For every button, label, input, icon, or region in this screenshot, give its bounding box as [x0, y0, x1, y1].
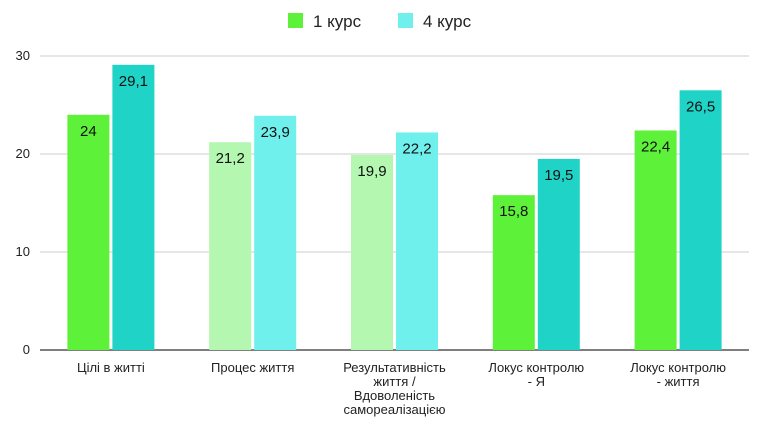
y-axis-ticks: 0 10 20 30	[16, 48, 30, 357]
data-label-series2-cat2: 23,9	[261, 124, 290, 141]
data-label-series2-cat3: 22,2	[402, 140, 431, 157]
y-tick-label-10: 10	[16, 244, 30, 259]
legend: 1 курс 4 курс	[288, 12, 472, 31]
bars	[67, 64, 722, 351]
x-axis-label-cat3-line3: Вдоволеність	[354, 388, 435, 403]
y-tick-label-20: 20	[16, 146, 30, 161]
x-axis-label-cat4-line2: - Я	[528, 374, 545, 389]
x-axis-label-cat2-line1: Процес життя	[211, 360, 294, 375]
data-label-series2-cat1: 29,1	[119, 73, 148, 90]
x-axis-label-cat3-line2: життя /	[373, 374, 416, 389]
x-axis-label-cat5-line1: Локус контролю	[630, 360, 726, 375]
bar-series1-cat3	[351, 154, 393, 350]
data-label-series2-cat5: 26,5	[686, 98, 715, 115]
gridlines	[40, 55, 749, 351]
data-label-series1-cat2: 21,2	[216, 150, 245, 167]
data-label-series2-cat4: 19,5	[544, 167, 573, 184]
bar-series2-cat5	[679, 90, 722, 351]
x-axis-label-cat3-line4: самореалізацією	[344, 402, 446, 417]
legend-swatch-1-kurs	[288, 13, 303, 28]
legend-label-4-kurs: 4 курс	[423, 12, 472, 31]
y-tick-label-30: 30	[16, 48, 30, 63]
x-axis-labels: Цілі в житті Процес життя Результативність…	[77, 360, 726, 417]
data-label-series1-cat3: 19,9	[357, 163, 386, 180]
bar-series2-cat2	[254, 115, 297, 350]
bar-series1-cat5	[634, 130, 677, 350]
x-axis-label-cat5-line2: - життя	[657, 374, 700, 389]
legend-label-1-kurs: 1 курс	[313, 12, 362, 31]
x-axis-label-cat3-line1: Результативність	[343, 360, 446, 375]
bar-series1-cat4	[492, 195, 535, 350]
data-label-series1-cat1: 24	[80, 123, 97, 140]
bar-series2-cat4	[537, 158, 580, 350]
legend-swatch-4-kurs	[398, 13, 413, 28]
data-label-series1-cat4: 15,8	[499, 203, 528, 220]
data-labels: 24 29,1 21,2 23,9 19,9 22,2 15,8 19,5 22,4 26,5	[80, 73, 715, 220]
bar-series2-cat1	[112, 64, 155, 350]
x-axis-label-cat1-line1: Цілі в житті	[77, 360, 145, 375]
bar-series1-cat1	[67, 114, 110, 350]
bar-series1-cat2	[209, 142, 252, 350]
bar-series2-cat3	[396, 132, 438, 350]
y-tick-label-0: 0	[23, 342, 30, 357]
data-label-series1-cat5: 22,4	[641, 138, 670, 155]
x-axis-label-cat4-line1: Локус контролю	[488, 360, 584, 375]
